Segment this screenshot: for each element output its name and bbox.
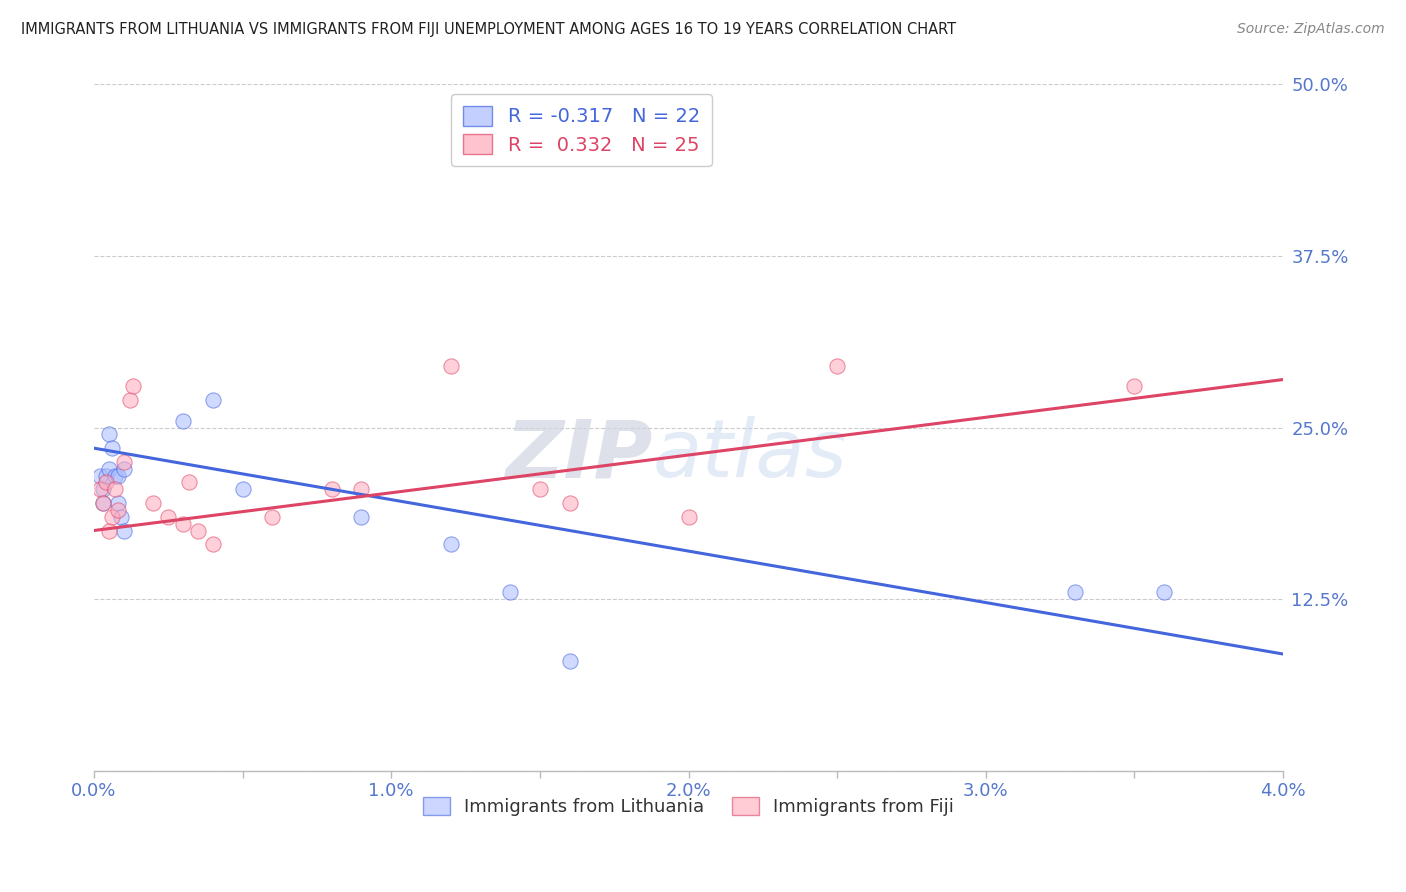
Point (172, 516, 194, 531)
Point (104, 468, 127, 483)
Point (350, 483, 373, 497)
Point (107, 496, 129, 510)
Point (678, 509, 700, 524)
Point (440, 359, 463, 373)
Legend: Immigrants from Lithuania, Immigrants from Fiji: Immigrants from Lithuania, Immigrants fr… (416, 789, 962, 823)
Point (321, 483, 343, 497)
Point (110, 509, 132, 524)
Text: IMMIGRANTS FROM LITHUANIA VS IMMIGRANTS FROM FIJI UNEMPLOYMENT AMONG AGES 16 TO : IMMIGRANTS FROM LITHUANIA VS IMMIGRANTS … (21, 22, 956, 37)
Point (201, 537, 224, 551)
Point (107, 503, 129, 517)
Point (100, 509, 122, 524)
Point (100, 441, 122, 455)
Point (157, 509, 180, 524)
Text: Source: ZipAtlas.com: Source: ZipAtlas.com (1237, 22, 1385, 37)
Point (1123, 379, 1146, 393)
Point (107, 468, 129, 483)
Point (94, 475, 117, 490)
Point (499, 585, 522, 599)
Text: ZIP: ZIP (506, 416, 652, 494)
Point (440, 537, 463, 551)
Point (118, 393, 141, 408)
Point (91, 496, 114, 510)
Point (104, 483, 127, 497)
Point (91, 496, 114, 510)
Point (350, 509, 373, 524)
Point (112, 461, 135, 475)
Point (97, 427, 120, 442)
Point (172, 414, 194, 428)
Point (112, 455, 135, 469)
Point (142, 496, 165, 510)
Point (89, 483, 111, 497)
Point (91, 483, 114, 497)
Point (1064, 585, 1087, 599)
Point (825, 359, 848, 373)
Text: atlas: atlas (652, 416, 848, 494)
Point (529, 483, 551, 497)
Point (1153, 585, 1175, 599)
Point (232, 483, 254, 497)
Point (558, 654, 581, 668)
Point (112, 524, 135, 538)
Point (187, 524, 209, 538)
Point (177, 475, 200, 490)
Point (201, 393, 224, 408)
Point (97, 461, 120, 475)
Point (262, 509, 284, 524)
Point (121, 379, 143, 393)
Point (558, 496, 581, 510)
Point (89, 468, 111, 483)
Point (97, 524, 120, 538)
Point (94, 468, 117, 483)
